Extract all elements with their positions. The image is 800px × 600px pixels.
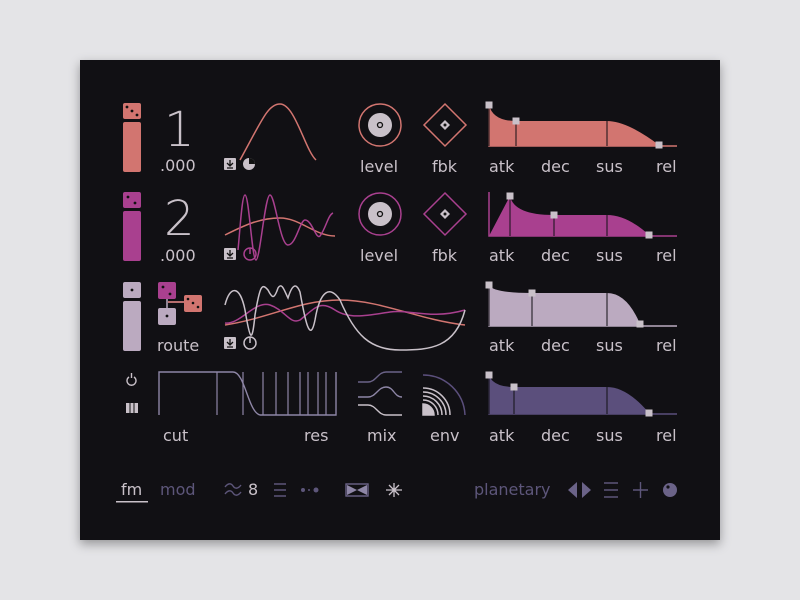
mix-label: mix xyxy=(367,426,397,445)
dots-icon[interactable] xyxy=(301,487,319,493)
envelope-shape[interactable] xyxy=(489,375,649,414)
fbk-label: fbk xyxy=(432,246,458,265)
planet-icon[interactable] xyxy=(663,483,677,497)
envelope-handle[interactable] xyxy=(485,281,493,289)
synth-panel: 1 .000 level fbk 2 .000 level fbk route … xyxy=(80,60,720,540)
approx-icon[interactable] xyxy=(224,483,242,496)
op1-ratio[interactable]: 1 xyxy=(164,102,195,158)
op3-mod-wave-2[interactable] xyxy=(224,303,466,324)
op2-level-bar[interactable] xyxy=(123,211,141,261)
level-label: level xyxy=(360,157,398,176)
route-matrix[interactable] xyxy=(158,282,202,325)
envelope-shape[interactable] xyxy=(489,285,640,326)
menu-icon[interactable] xyxy=(604,482,618,498)
footer: fm mod 8 planetary xyxy=(116,480,677,503)
operator-3: route xyxy=(123,282,466,355)
op1-level-knob[interactable] xyxy=(358,103,402,147)
envelope-label-atk: atk xyxy=(489,246,515,265)
envelope-label-sus: sus xyxy=(596,157,623,176)
filter-res-lines xyxy=(216,372,327,415)
envelope-handle[interactable] xyxy=(655,141,663,149)
op2-mod-wave[interactable] xyxy=(224,217,336,237)
env-amount-control[interactable] xyxy=(422,374,466,416)
env-label: env xyxy=(430,426,459,445)
envelope-label-dec: dec xyxy=(541,246,570,265)
envelope-shape[interactable] xyxy=(489,105,659,146)
envelope-label-dec: dec xyxy=(541,157,570,176)
cut-label: cut xyxy=(163,426,188,445)
tab-fm[interactable]: fm xyxy=(121,480,142,499)
filter-row: cut res mix env xyxy=(126,371,466,445)
level-label: level xyxy=(360,246,398,265)
envelope-label-rel: rel xyxy=(656,426,677,445)
envelope-label-sus: sus xyxy=(596,426,623,445)
filter-cutoff-graph[interactable] xyxy=(158,371,337,416)
preset-name[interactable]: planetary xyxy=(474,480,551,499)
operator-2: 2 .000 level fbk xyxy=(123,191,468,265)
res-label: res xyxy=(304,426,328,445)
envelope-label-atk: atk xyxy=(489,157,515,176)
envelope-handle[interactable] xyxy=(645,409,653,417)
plus-icon[interactable] xyxy=(633,482,648,498)
route-label: route xyxy=(157,336,199,355)
envelope-label-rel: rel xyxy=(656,246,677,265)
envelope-handle[interactable] xyxy=(636,320,644,328)
voices-count[interactable]: 8 xyxy=(248,480,258,499)
envelope-axis xyxy=(488,192,677,237)
envelope-label-dec: dec xyxy=(541,336,570,355)
op3-level-bar[interactable] xyxy=(123,301,141,351)
fbk-label: fbk xyxy=(432,157,458,176)
envelope-handle[interactable] xyxy=(506,192,514,200)
envelope-handle[interactable] xyxy=(645,231,653,239)
envelope-label-atk: atk xyxy=(489,426,515,445)
envelope-handle[interactable] xyxy=(485,371,493,379)
envelope-handle[interactable] xyxy=(550,211,558,219)
op2-ratio[interactable]: 2 xyxy=(164,191,195,247)
envelope-label-rel: rel xyxy=(656,157,677,176)
bowtie-icon[interactable] xyxy=(345,483,369,497)
sparkle-icon[interactable] xyxy=(386,483,402,497)
envelope-shape[interactable] xyxy=(489,196,649,236)
op1-fine[interactable]: .000 xyxy=(160,156,196,175)
envelope-label-rel: rel xyxy=(656,336,677,355)
op3-mod-wave-1[interactable] xyxy=(224,299,466,326)
envelope-label-atk: atk xyxy=(489,336,515,355)
dice-icon[interactable] xyxy=(123,192,141,208)
op2-waveform[interactable] xyxy=(237,194,334,261)
op1-fbk-knob[interactable] xyxy=(422,102,468,148)
op1-level-bar[interactable] xyxy=(123,122,141,172)
op3-waveform[interactable] xyxy=(224,285,466,351)
keyboard-icon[interactable] xyxy=(126,403,138,413)
envelope-label-sus: sus xyxy=(596,336,623,355)
envelope-handle[interactable] xyxy=(528,289,536,297)
envelope-label-dec: dec xyxy=(541,426,570,445)
power-icon[interactable] xyxy=(126,373,137,386)
op2-level-knob[interactable] xyxy=(358,192,402,236)
envelope-handle[interactable] xyxy=(510,383,518,391)
tab-mod[interactable]: mod xyxy=(160,480,196,499)
op1-waveform[interactable] xyxy=(239,103,317,161)
mix-control[interactable] xyxy=(358,371,403,416)
envelope-label-sus: sus xyxy=(596,246,623,265)
lines-icon[interactable] xyxy=(274,483,286,497)
envelope-handle[interactable] xyxy=(485,101,493,109)
op2-fbk-knob[interactable] xyxy=(422,191,468,237)
operator-1: 1 .000 level fbk xyxy=(123,102,468,176)
tab-fm-underline xyxy=(116,501,148,503)
envelope-handle[interactable] xyxy=(512,117,520,125)
prev-next-icon[interactable] xyxy=(568,482,591,498)
op2-fine[interactable]: .000 xyxy=(160,246,196,265)
